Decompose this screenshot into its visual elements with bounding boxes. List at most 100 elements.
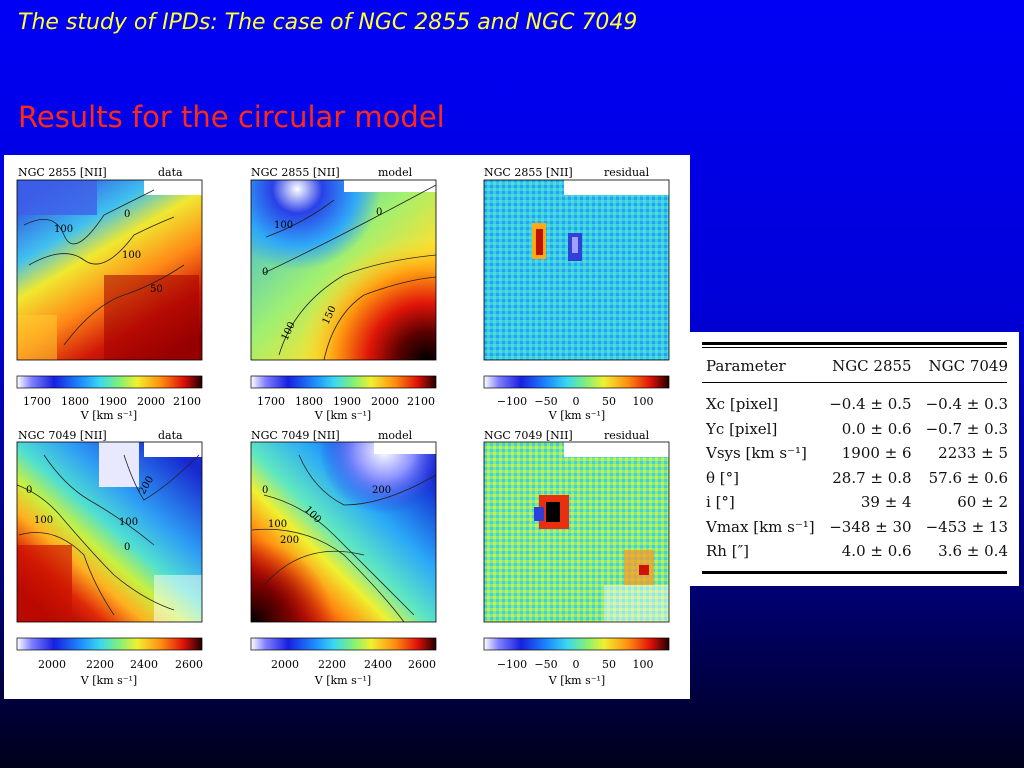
panel-title-kind: model [378,429,413,442]
contour-label: 200 [372,485,391,496]
param-value-ngc2855: 28.7 ± 0.8 [832,468,912,487]
parameters-table-panel: Parameter NGC 2855 NGC 7049 Xc [pixel] −… [690,332,1019,586]
colorbar-tick: 2400 [364,658,392,671]
colorbar-tick: 1900 [99,395,127,408]
contour-label: 0 [124,542,130,553]
param-value-ngc7049: 2233 ± 5 [938,444,1008,463]
colorbar-tick: 1800 [61,395,89,408]
table-row: θ [°] 28.7 ± 0.8 57.6 ± 0.6 [706,466,1008,491]
velocity-maps-svg: NGC 2855 [NII] data NGC 2855 [NII] model… [16,166,670,687]
colorbar-tick: 2000 [371,395,399,408]
panel-title-kind: model [378,166,413,179]
contour-label: 100 [54,224,73,235]
table-row: i [°] 39 ± 4 60 ± 2 [706,490,1008,515]
param-value-ngc2855: −0.4 ± 0.5 [829,395,912,414]
panel-title-galaxy: NGC 7049 [NII] [484,429,573,442]
param-name: Vsys [km s⁻¹] [706,444,807,463]
map-ngc2855-data: 100 0 100 50 [16,179,203,361]
panel-title-kind: data [158,166,183,179]
param-name: Xc [pixel] [706,395,779,414]
panel-title-kind: residual [604,429,650,442]
param-value-ngc2855: −348 ± 30 [829,517,912,536]
colorbar-tick: 100 [633,395,654,408]
velocity-maps-figure: NGC 2855 [NII] data NGC 2855 [NII] model… [4,155,690,699]
param-value-ngc2855: 1900 ± 6 [841,444,912,463]
colorbar-tick: 50 [602,395,616,408]
colorbar-tick: 1700 [23,395,51,408]
colorbar-label: V [km s⁻¹] [80,409,137,422]
column-header-ngc2855: NGC 2855 [832,356,912,375]
param-value-ngc7049: −0.7 ± 0.3 [925,419,1008,438]
colorbar-tick: 2200 [86,658,114,671]
map-ngc7049-model: 0 100 100 200 200 [250,441,437,623]
contour-label: 100 [119,517,138,528]
colorbar-tick: −50 [534,658,557,671]
column-header-parameter: Parameter [706,356,786,375]
map-ngc2855-model: 100 0 0 100 150 [250,179,437,361]
map-ngc7049-residual [483,441,670,623]
colorbar-tick: 2200 [318,658,346,671]
panel-title-galaxy: NGC 7049 [NII] [18,429,107,442]
param-value-ngc7049: −0.4 ± 0.3 [925,395,1008,414]
param-name: Yc [pixel] [706,419,778,438]
table-row: Xc [pixel] −0.4 ± 0.5 −0.4 ± 0.3 [706,382,1008,417]
slide-subtitle: Results for the circular model [18,100,445,134]
colorbar-tick: 100 [633,658,654,671]
colorbar-label: V [km s⁻¹] [314,409,371,422]
table-row: Yc [pixel] 0.0 ± 0.6 −0.7 ± 0.3 [706,417,1008,442]
slide-title: The study of IPDs: The case of NGC 2855 … [18,10,638,35]
map-ngc7049-data: 0 100 100 200 0 [16,441,203,623]
contour-label: 0 [262,267,268,278]
param-value-ngc7049: 60 ± 2 [957,493,1008,512]
contour-label: 0 [124,209,130,220]
colorbar-label: V [km s⁻¹] [80,674,137,687]
table-row: Vmax [km s⁻¹] −348 ± 30 −453 ± 13 [706,515,1008,540]
contour-label: 0 [376,207,382,218]
contour-label: 100 [122,250,141,261]
colorbar-row1: 1700 1800 1900 2000 2100 V [km s⁻¹] 1700… [16,375,670,422]
param-name: i [°] [706,493,735,512]
table-header-rule [702,382,1007,383]
parameters-table: Parameter NGC 2855 NGC 7049 Xc [pixel] −… [706,349,1008,564]
panel-title-galaxy: NGC 2855 [NII] [18,166,107,179]
table-top-rule-thin [702,347,1007,348]
colorbar-tick: −100 [497,395,527,408]
colorbar-tick: 2600 [408,658,436,671]
panel-title-galaxy: NGC 2855 [NII] [251,166,340,179]
colorbar-label: V [km s⁻¹] [548,674,605,687]
param-name: Rh [″] [706,542,750,561]
param-value-ngc7049: 57.6 ± 0.6 [928,468,1008,487]
panel-title-kind: data [158,429,183,442]
param-value-ngc7049: −453 ± 13 [925,517,1008,536]
param-value-ngc7049: 3.6 ± 0.4 [938,542,1008,561]
colorbar-tick: −100 [497,658,527,671]
colorbar-tick: 1800 [295,395,323,408]
panel-title-kind: residual [604,166,650,179]
contour-label: 200 [280,535,299,546]
colorbar-label: V [km s⁻¹] [314,674,371,687]
colorbar-tick: 50 [602,658,616,671]
table-top-rule [702,342,1007,345]
contour-label: 0 [26,485,32,496]
contour-label: 100 [268,519,287,530]
param-name: Vmax [km s⁻¹] [706,517,815,536]
colorbar-tick: 0 [573,658,580,671]
table-bottom-rule [702,571,1007,574]
table-row: Rh [″] 4.0 ± 0.6 3.6 ± 0.4 [706,539,1008,564]
colorbar-tick: 2100 [407,395,435,408]
colorbar-tick: 2000 [137,395,165,408]
panel-title-galaxy: NGC 7049 [NII] [251,429,340,442]
panel-title-galaxy: NGC 2855 [NII] [484,166,573,179]
column-header-ngc7049: NGC 7049 [928,356,1008,375]
param-name: θ [°] [706,468,740,487]
colorbar-tick: 1900 [333,395,361,408]
param-value-ngc2855: 0.0 ± 0.6 [841,419,912,438]
colorbar-tick: 1700 [257,395,285,408]
contour-label: 100 [34,515,53,526]
param-value-ngc2855: 39 ± 4 [860,493,912,512]
colorbar-label: V [km s⁻¹] [548,409,605,422]
colorbar-tick: 2000 [38,658,66,671]
colorbar-tick: 0 [573,395,580,408]
contour-label: 0 [262,485,268,496]
colorbar-tick: 2100 [173,395,201,408]
